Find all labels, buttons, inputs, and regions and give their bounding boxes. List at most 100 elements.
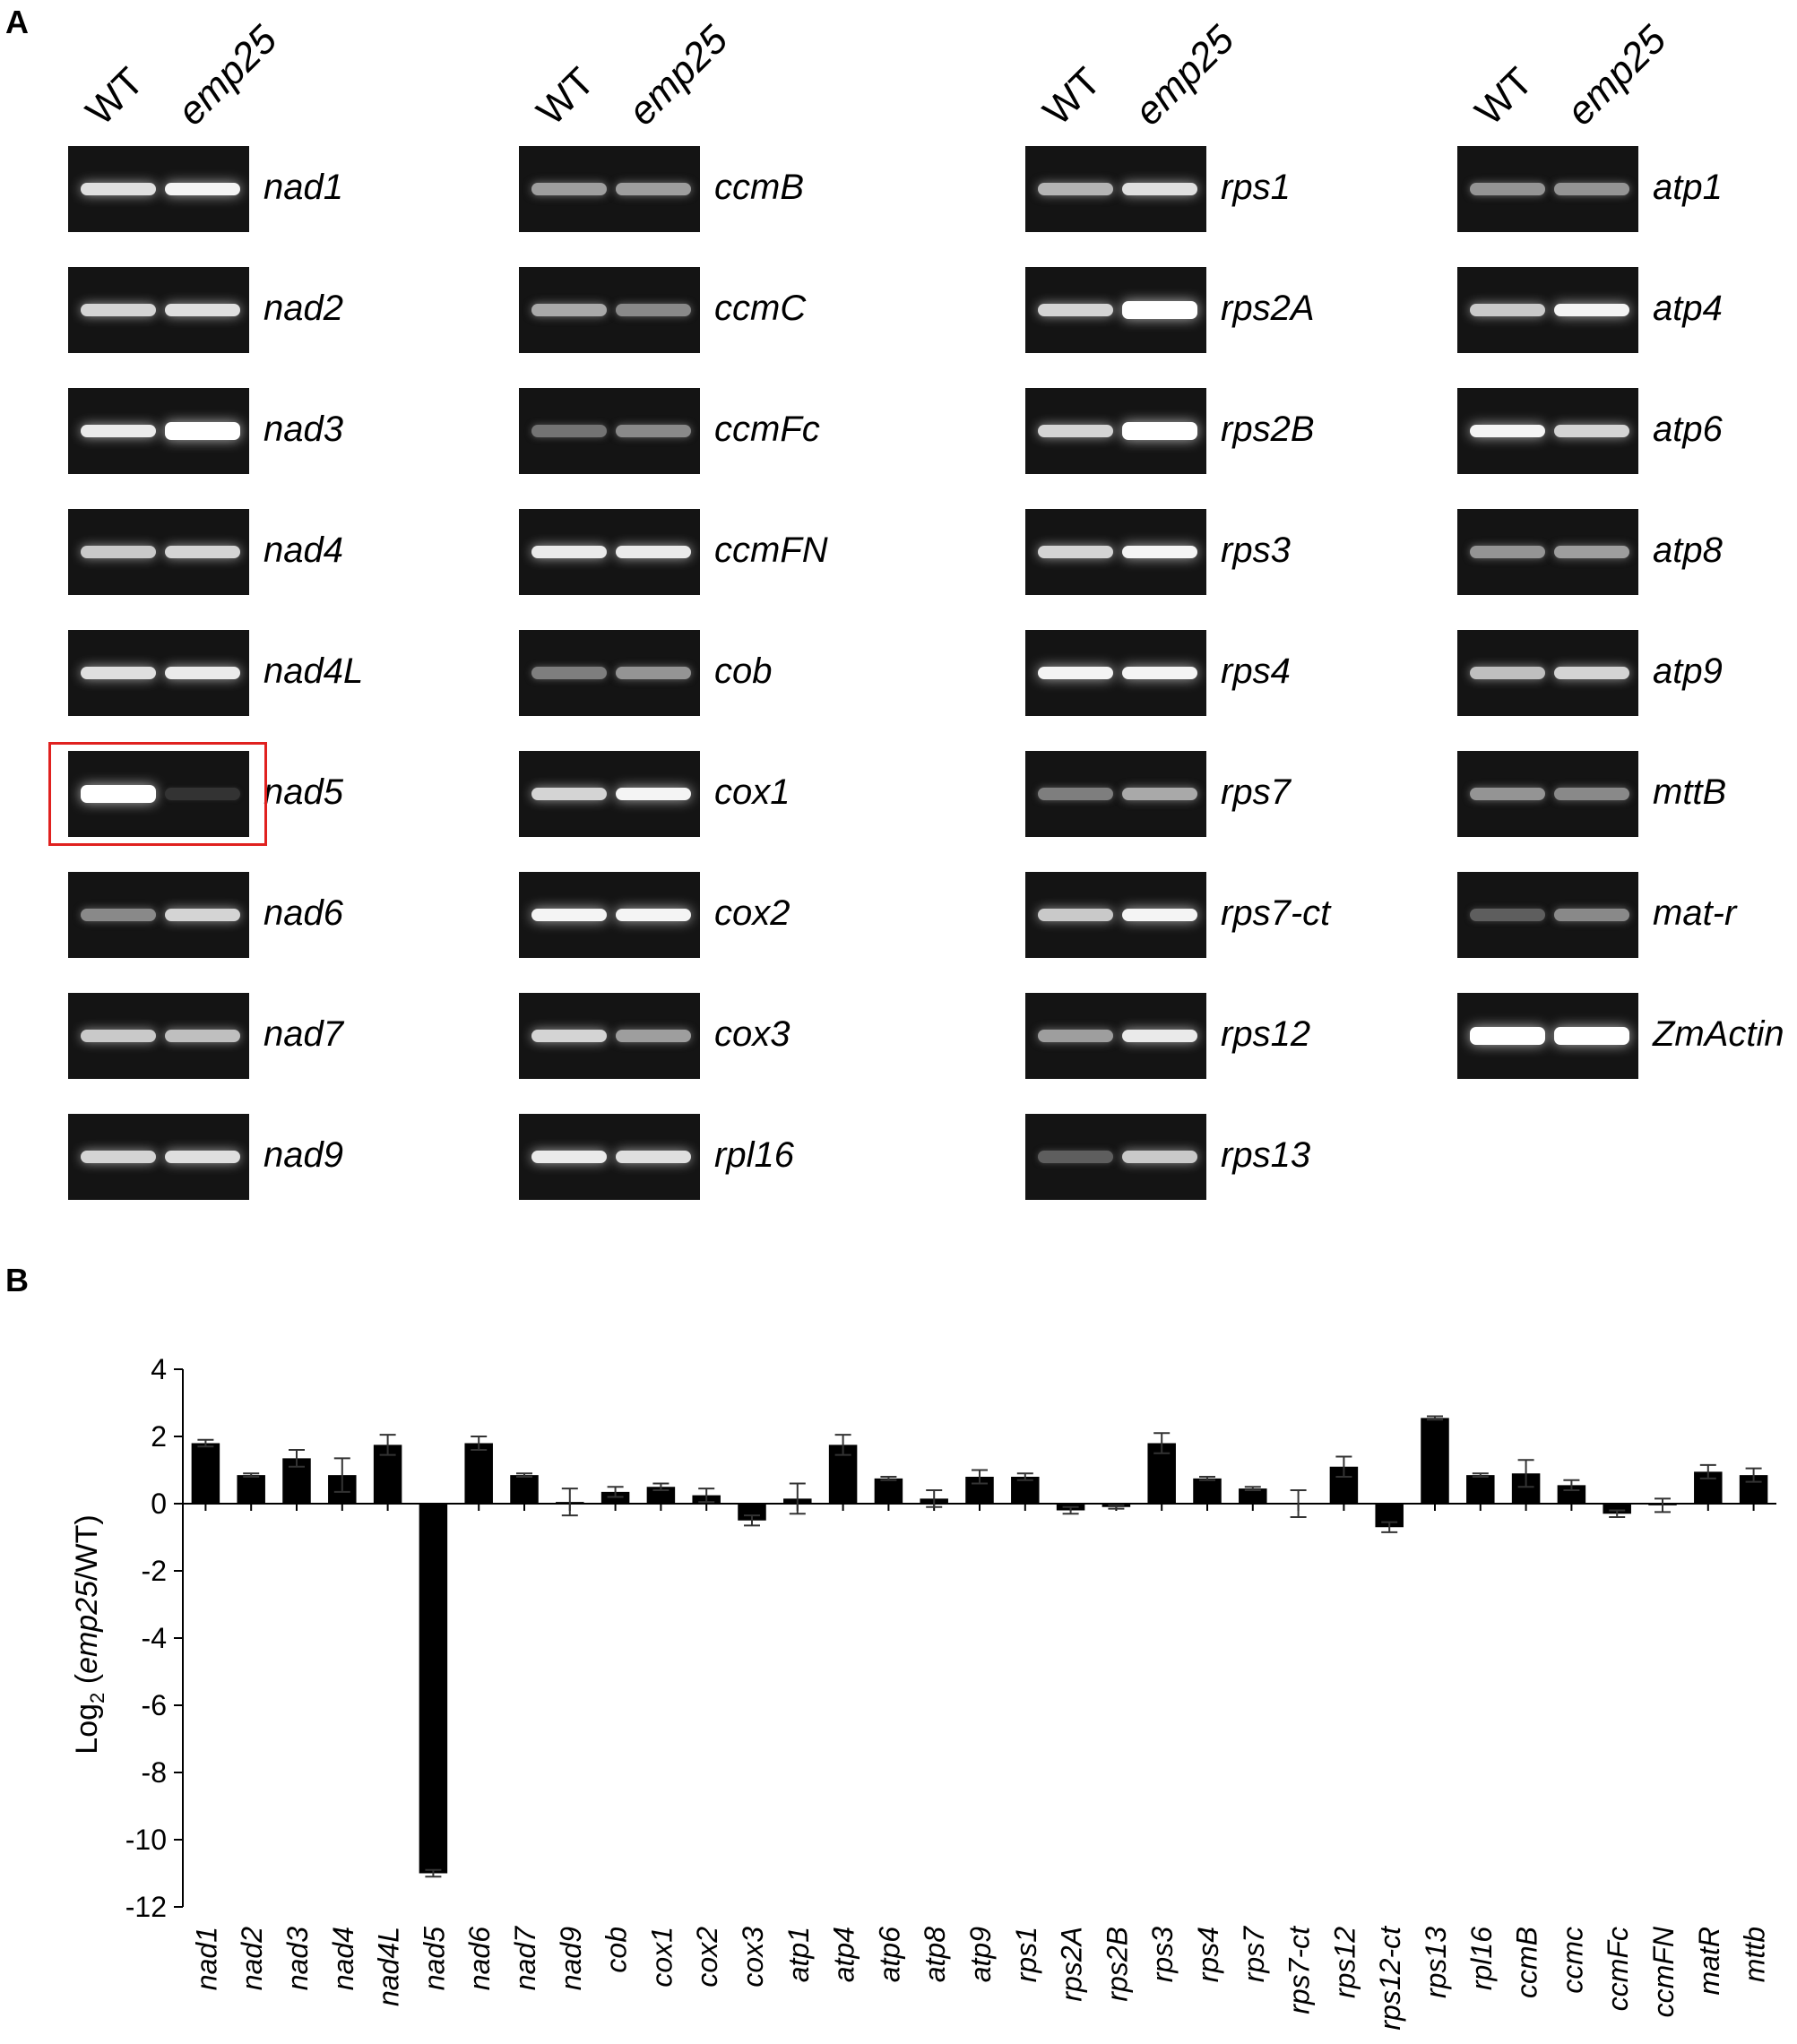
y-tick-label: -4 — [142, 1622, 167, 1654]
y-axis-label-italic: emp25 — [70, 1581, 104, 1674]
band-emp25 — [1122, 667, 1197, 679]
band-emp25 — [616, 425, 691, 437]
bar-rps4 — [1193, 1478, 1222, 1504]
band-wt — [1038, 909, 1113, 921]
x-tick-label-nad1: nad1 — [190, 1927, 222, 1990]
band-wt — [531, 909, 607, 921]
bar-nad5 — [419, 1504, 448, 1874]
bar-atp6 — [874, 1478, 903, 1504]
gene-label-atp4: atp4 — [1653, 289, 1723, 328]
y-tick-label: -8 — [142, 1756, 167, 1789]
gene-label-cox3: cox3 — [714, 1014, 791, 1054]
y-tick-label: -10 — [125, 1824, 167, 1856]
band-emp25 — [1122, 1030, 1197, 1042]
gene-label-atp8: atp8 — [1653, 530, 1723, 570]
y-tick-label: -6 — [142, 1689, 167, 1721]
band-emp25 — [165, 422, 240, 440]
band-emp25 — [1122, 546, 1197, 558]
band-emp25 — [165, 667, 240, 679]
gene-label-ccmB: ccmB — [714, 168, 804, 207]
band-emp25 — [616, 546, 691, 558]
x-tick-label-matR: matR — [1693, 1927, 1725, 1995]
band-wt — [1038, 788, 1113, 800]
x-tick-label-nad4L: nad4L — [373, 1927, 405, 2006]
gene-label-nad7: nad7 — [264, 1014, 343, 1054]
gel-image-nad4 — [68, 509, 249, 595]
lane-label-wt: WT — [77, 59, 152, 134]
band-wt — [1470, 546, 1545, 558]
x-tick-label-atp9: atp9 — [964, 1927, 997, 1982]
band-emp25 — [165, 1151, 240, 1163]
band-emp25 — [1554, 909, 1629, 921]
band-wt — [81, 1030, 156, 1042]
band-emp25 — [616, 183, 691, 195]
band-emp25 — [1122, 1151, 1197, 1163]
band-emp25 — [616, 1030, 691, 1042]
lane-label-emp25: emp25 — [168, 17, 286, 134]
gene-label-rps2A: rps2A — [1221, 289, 1315, 328]
x-tick-label-nad4: nad4 — [327, 1927, 359, 1990]
x-tick-label-nad7: nad7 — [509, 1926, 541, 1990]
gel-image-nad4L — [68, 630, 249, 716]
band-wt — [531, 183, 607, 195]
x-tick-label-mttb: mttb — [1739, 1927, 1771, 1982]
gene-label-nad4L: nad4L — [264, 651, 364, 691]
band-wt — [1470, 183, 1545, 195]
gene-label-rps7-ct: rps7-ct — [1221, 893, 1331, 933]
gel-image-nad7 — [68, 993, 249, 1079]
x-tick-label-rps7: rps7 — [1238, 1926, 1270, 1982]
gel-image-ccmB — [519, 146, 700, 232]
gene-label-rps4: rps4 — [1221, 651, 1291, 691]
x-tick-label-rpl16: rpl16 — [1465, 1927, 1498, 1990]
band-wt — [1038, 304, 1113, 316]
gene-label-atp1: atp1 — [1653, 168, 1723, 207]
band-wt — [531, 667, 607, 679]
band-emp25 — [616, 1151, 691, 1163]
gel-image-rps4 — [1025, 630, 1206, 716]
band-wt — [1038, 1030, 1113, 1042]
bar-nad2 — [237, 1475, 265, 1504]
bar-nad1 — [191, 1443, 220, 1504]
bar-rps13 — [1421, 1418, 1449, 1504]
y-axis-label-close: /WT) — [70, 1514, 104, 1581]
gel-image-mat-r — [1457, 872, 1638, 958]
y-tick-label: -2 — [142, 1555, 167, 1587]
gel-image-nad1 — [68, 146, 249, 232]
lane-label-wt: WT — [528, 59, 603, 134]
gene-label-nad6: nad6 — [264, 893, 343, 933]
lane-label-wt: WT — [1034, 59, 1110, 134]
gel-image-ccmFc — [519, 388, 700, 474]
x-tick-label-rps7-ct: rps7-ct — [1283, 1926, 1316, 2014]
band-wt — [81, 425, 156, 437]
band-wt — [1038, 183, 1113, 195]
band-emp25 — [165, 183, 240, 195]
x-tick-label-ccmB: ccmB — [1511, 1927, 1543, 1998]
band-emp25 — [1122, 183, 1197, 195]
gene-label-nad3: nad3 — [264, 410, 343, 449]
band-emp25 — [1554, 304, 1629, 316]
gel-image-ccmFN — [519, 509, 700, 595]
x-tick-label-nad9: nad9 — [555, 1927, 587, 1990]
x-tick-label-nad6: nad6 — [463, 1927, 496, 1990]
band-emp25 — [1554, 1027, 1629, 1045]
band-wt — [1038, 1151, 1113, 1163]
x-tick-label-rps2A: rps2A — [1056, 1927, 1088, 2002]
bar-nad7 — [510, 1475, 539, 1504]
band-wt — [1470, 304, 1545, 316]
band-wt — [1470, 425, 1545, 437]
gene-label-atp9: atp9 — [1653, 651, 1723, 691]
band-wt — [531, 425, 607, 437]
gel-image-rpl16 — [519, 1114, 700, 1200]
gel-image-atp9 — [1457, 630, 1638, 716]
x-tick-label-cox3: cox3 — [737, 1927, 769, 1988]
x-tick-label-atp8: atp8 — [919, 1927, 951, 1982]
bar-rps1 — [1011, 1477, 1040, 1504]
lane-label-emp25: emp25 — [1126, 17, 1243, 134]
band-emp25 — [165, 546, 240, 558]
x-tick-label-rps13: rps13 — [1420, 1927, 1452, 1998]
gel-image-rps12 — [1025, 993, 1206, 1079]
band-wt — [1038, 425, 1113, 437]
x-tick-label-cox1: cox1 — [645, 1927, 678, 1988]
band-wt — [531, 546, 607, 558]
